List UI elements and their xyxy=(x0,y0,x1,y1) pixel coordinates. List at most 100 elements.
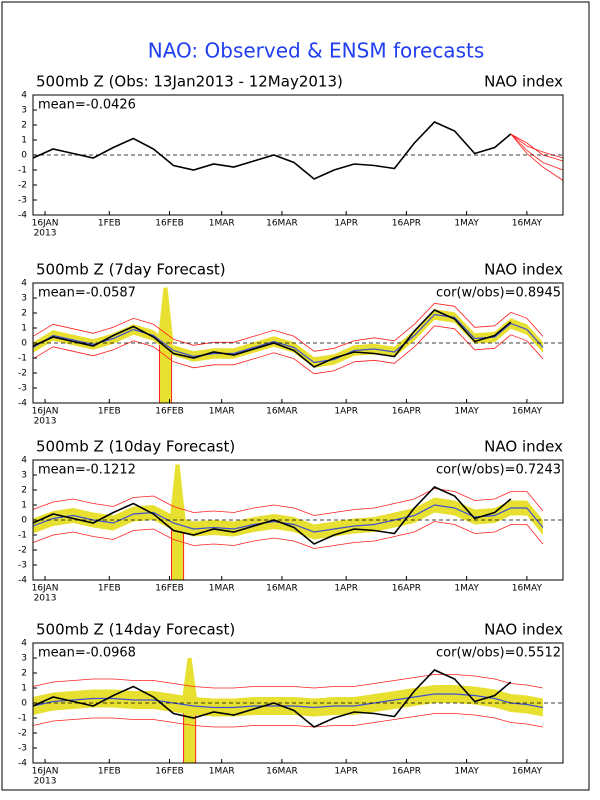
series-line xyxy=(32,521,544,549)
y-tick-label: 2 xyxy=(21,121,27,131)
panel-title: 500mb Z (Obs: 13Jan2013 - 12May2013) xyxy=(36,73,343,91)
y-tick-label: -4 xyxy=(18,211,27,221)
x-tick-label: 16APR xyxy=(392,584,421,594)
x-tick-label: 16APR xyxy=(392,219,421,229)
x-tick-label: 1APR xyxy=(334,219,358,229)
x-tick-label: 1FEB xyxy=(98,219,121,229)
panel-title: 500mb Z (14day Forecast) xyxy=(36,621,235,639)
x-tick-label: 1MAR xyxy=(209,219,235,229)
annotation: cor(w/obs)=0.5512 xyxy=(436,646,561,661)
y-tick-label: 3 xyxy=(21,106,27,116)
x-tick-label: 1MAY xyxy=(454,767,479,777)
x-tick-label: 16MAY xyxy=(512,584,543,594)
x-tick-label: 16FEB xyxy=(155,584,184,594)
panel-subtitle: NAO index xyxy=(484,438,563,456)
outer-frame xyxy=(1,1,590,791)
x-tick-label: 1FEB xyxy=(98,407,121,417)
x-tick-label: 16JAN xyxy=(32,219,59,229)
x-tick-label: 16MAY xyxy=(512,219,543,229)
x-tick-label: 1MAY xyxy=(454,407,479,417)
y-tick-label: -3 xyxy=(18,196,27,206)
y-tick-label: 4 xyxy=(21,91,27,101)
x-year-label: 2013 xyxy=(34,594,57,604)
x-tick-label: 16MAR xyxy=(266,219,298,229)
x-tick-label: 1APR xyxy=(334,407,358,417)
y-tick-label: 1 xyxy=(21,324,27,334)
x-tick-label: 16MAR xyxy=(266,767,298,777)
x-year-label: 2013 xyxy=(34,229,57,239)
x-tick-label: 1MAR xyxy=(209,767,235,777)
x-tick-label: 16MAR xyxy=(266,407,298,417)
y-tick-label: -4 xyxy=(18,576,27,586)
x-tick-label: 16JAN xyxy=(32,584,59,594)
y-tick-label: 1 xyxy=(21,501,27,511)
x-year-label: 2013 xyxy=(34,777,57,787)
series-line xyxy=(510,133,564,181)
x-tick-label: 16FEB xyxy=(155,767,184,777)
x-tick-label: 16FEB xyxy=(155,219,184,229)
y-tick-label: 2 xyxy=(21,309,27,319)
series-line xyxy=(32,302,544,352)
y-tick-label: 4 xyxy=(21,456,27,466)
spread-band xyxy=(33,685,543,717)
y-tick-label: 1 xyxy=(21,684,27,694)
x-tick-label: 1FEB xyxy=(98,767,121,777)
y-tick-label: -1 xyxy=(18,714,27,724)
series-line xyxy=(32,674,543,689)
y-tick-label: 3 xyxy=(21,471,27,481)
y-tick-label: 0 xyxy=(21,151,27,161)
x-tick-label: 1MAY xyxy=(454,219,479,229)
spike-band xyxy=(157,287,174,343)
y-tick-label: -2 xyxy=(18,729,27,739)
y-tick-label: 0 xyxy=(21,516,27,526)
x-tick-label: 16APR xyxy=(392,767,421,777)
panel-title: 500mb Z (10day Forecast) xyxy=(36,438,235,456)
series-line xyxy=(32,313,544,364)
x-tick-label: 16JAN xyxy=(32,407,59,417)
y-tick-label: -4 xyxy=(18,399,27,409)
series-line xyxy=(32,713,543,728)
y-tick-label: -2 xyxy=(18,369,27,379)
y-tick-label: -1 xyxy=(18,531,27,541)
y-tick-label: -2 xyxy=(18,546,27,556)
x-tick-label: 16JAN xyxy=(32,767,59,777)
y-tick-label: 0 xyxy=(21,339,27,349)
panel-subtitle: NAO index xyxy=(484,73,563,91)
y-tick-label: 0 xyxy=(21,699,27,709)
y-tick-label: -3 xyxy=(18,744,27,754)
y-tick-label: -3 xyxy=(18,561,27,571)
x-year-label: 2013 xyxy=(34,417,57,427)
panel-subtitle: NAO index xyxy=(484,261,563,279)
y-tick-label: 2 xyxy=(21,486,27,496)
x-tick-label: 16MAY xyxy=(512,407,543,417)
y-tick-label: 1 xyxy=(21,136,27,146)
panel-subtitle: NAO index xyxy=(484,621,563,639)
y-tick-label: -1 xyxy=(18,354,27,364)
series-line xyxy=(510,133,564,162)
y-tick-label: -1 xyxy=(18,166,27,176)
x-tick-label: 16FEB xyxy=(155,407,184,417)
x-tick-label: 16MAY xyxy=(512,767,543,777)
annotation: mean=-0.0587 xyxy=(38,286,136,301)
annotation: cor(w/obs)=0.8945 xyxy=(436,286,561,301)
annotation: mean=-0.0968 xyxy=(38,646,136,661)
y-tick-label: 4 xyxy=(21,639,27,649)
spike-band xyxy=(181,658,198,703)
annotation: cor(w/obs)=0.7243 xyxy=(436,463,561,478)
annotation: mean=-0.1212 xyxy=(38,463,136,478)
annotation: mean=-0.0426 xyxy=(38,98,136,113)
x-tick-label: 1MAY xyxy=(454,584,479,594)
chart-title: NAO: Observed & ENSM forecasts xyxy=(148,39,485,63)
y-tick-label: 2 xyxy=(21,669,27,679)
series-line xyxy=(510,133,564,171)
y-tick-label: 3 xyxy=(21,654,27,664)
series-line xyxy=(32,488,544,516)
panel-title: 500mb Z (7day Forecast) xyxy=(36,261,226,279)
y-tick-label: 4 xyxy=(21,279,27,289)
x-tick-label: 1MAR xyxy=(209,584,235,594)
x-tick-label: 1APR xyxy=(334,767,358,777)
y-tick-label: -2 xyxy=(18,181,27,191)
y-tick-label: 3 xyxy=(21,294,27,304)
y-tick-label: -4 xyxy=(18,759,27,769)
